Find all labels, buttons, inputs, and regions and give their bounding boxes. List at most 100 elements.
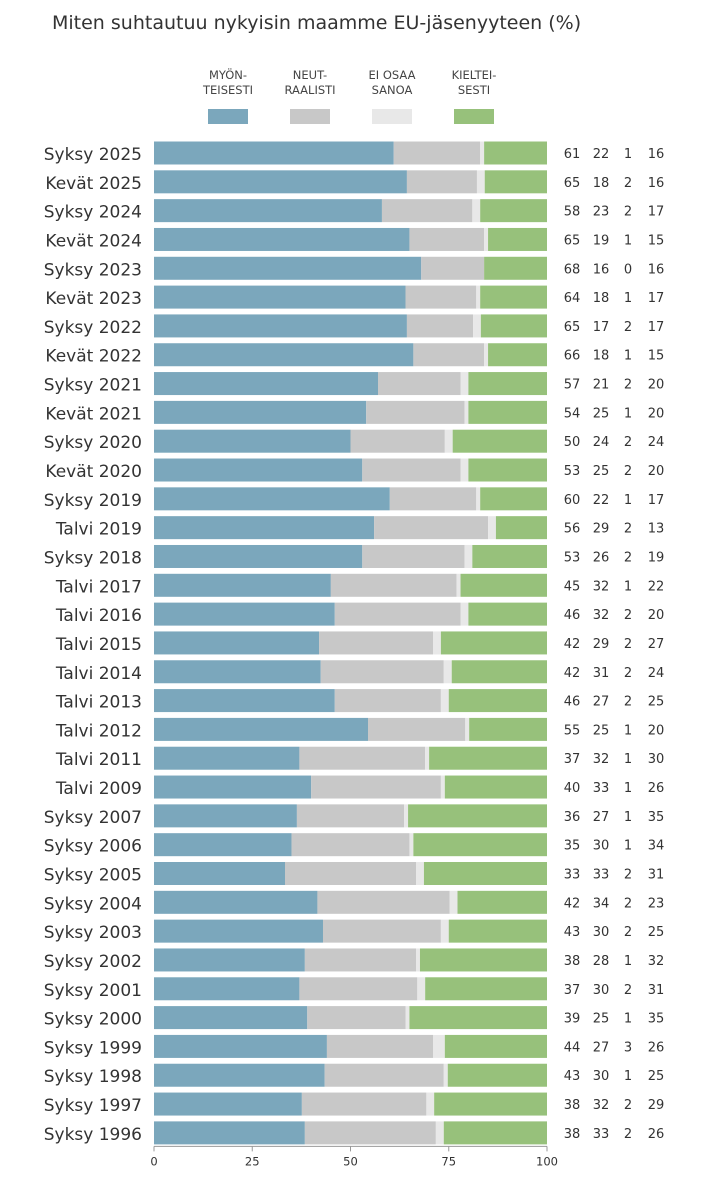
bar-segment [443,660,452,684]
category-label: Talvi 2014 [55,664,142,684]
bar-segment [419,948,547,972]
bar-segment [154,1063,325,1087]
tick-label: 50 [343,1154,358,1168]
bar-segment [440,775,445,799]
data-label: 1 [624,579,632,594]
bar-segment [326,1034,434,1058]
data-label: 2 [624,983,632,998]
category-label: Syksy 2007 [44,808,142,828]
data-label: 28 [593,954,610,969]
bar-segment [480,314,547,338]
bar-segment [443,1121,547,1145]
data-label: 2 [624,896,632,911]
bar-segment [448,689,547,713]
bar-segment [480,285,547,309]
bar-segment [154,833,292,857]
data-label: 2 [624,550,632,565]
bar-segment [476,285,481,309]
category-label: Syksy 2000 [44,1010,142,1030]
bar-segment [154,746,300,770]
bar-segment [378,372,461,396]
data-label: 15 [648,349,665,364]
bar-segment [154,170,407,194]
data-label: 27 [593,695,610,710]
data-label: 46 [564,695,581,710]
data-label: 33 [564,868,581,883]
data-label: 30 [593,1069,610,1084]
data-label: 2 [624,666,632,681]
tick-label: 75 [441,1154,456,1168]
category-label: Syksy 2020 [44,433,142,453]
data-label: 18 [593,291,610,306]
data-label: 26 [648,1127,665,1142]
bar-segment [154,660,321,684]
bar-segment [469,717,547,741]
data-label: 16 [648,147,665,162]
category-label: Syksy 2001 [44,981,142,1001]
category-label: Kevät 2020 [45,462,142,482]
bar-segment [334,689,441,713]
data-label: 27 [648,637,665,652]
data-label: 29 [593,637,610,652]
category-label: Syksy 2023 [44,260,142,280]
bar-segment [448,919,547,943]
data-label: 33 [593,781,610,796]
data-label: 20 [648,723,665,738]
bar-segment [440,919,449,943]
bar-segment [154,804,297,828]
data-label: 32 [593,579,610,594]
bar-segment [285,862,416,885]
data-label: 43 [564,1069,581,1084]
bar-segment [416,948,420,972]
bar-segment [484,141,547,165]
bar-segment [330,573,457,597]
data-label: 17 [648,320,665,335]
bar-segment [301,1092,427,1116]
category-label: Kevät 2023 [45,289,142,309]
bar-segment [154,1121,305,1145]
data-label: 35 [648,810,665,825]
data-label: 2 [624,608,632,623]
bar-segment [468,602,547,626]
bar-segment [154,429,351,453]
data-label: 2 [624,1098,632,1113]
bar-segment [154,314,407,338]
data-label: 60 [564,493,581,508]
data-label: 16 [648,262,665,277]
bar-segment [366,400,465,424]
data-label: 2 [624,868,632,883]
data-label: 36 [564,810,581,825]
bar-segment [488,343,547,367]
data-label: 37 [564,752,581,767]
category-label: Talvi 2012 [55,721,142,741]
category-label: Talvi 2011 [55,750,142,770]
legend-swatch [208,109,248,124]
bar-segment [154,689,335,713]
bar-segment [154,602,335,626]
legend-swatch [454,109,494,124]
bar-segment [154,717,369,741]
legend-swatch [290,109,330,124]
bar-segment [443,1063,448,1087]
data-label: 32 [593,752,610,767]
data-label: 35 [648,1012,665,1027]
data-label: 24 [648,435,665,450]
category-label: Syksy 2019 [44,491,142,511]
data-label: 38 [564,954,581,969]
category-label: Syksy 2021 [44,376,142,396]
bar-segment [456,573,461,597]
data-label: 23 [648,896,665,911]
bar-segment [480,141,485,165]
legend-label: NEUT- [293,68,327,82]
data-label: 24 [648,666,665,681]
data-label: 2 [624,464,632,479]
data-label: 31 [593,666,610,681]
bar-segment [319,631,434,655]
bar-segment [451,660,547,684]
bar-segment [444,429,453,453]
data-label: 2 [624,378,632,393]
data-label: 2 [624,1127,632,1142]
bar-segment [299,977,418,1001]
tick-label: 0 [150,1154,157,1168]
